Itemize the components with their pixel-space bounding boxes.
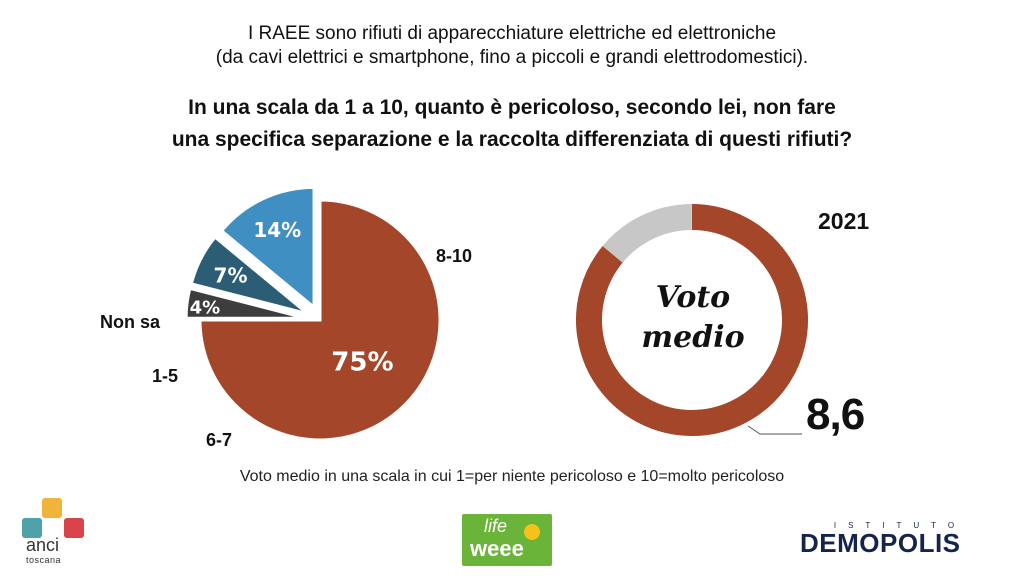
anci-logo — [22, 498, 92, 568]
anci-logo-subtext: toscana — [26, 555, 62, 565]
plug-icon — [524, 524, 540, 540]
pie-category-label: 6-7 — [206, 430, 232, 450]
pie-slice-1-5 — [189, 235, 309, 316]
anci-logo-text: anci — [26, 535, 60, 555]
donut-center-label: Voto medio — [628, 278, 758, 358]
weee-logo-text: weee — [470, 536, 524, 561]
pie-value-label: 4% — [190, 297, 221, 318]
demopolis-logo-top: ISTITUTO — [833, 521, 967, 530]
donut-year: 2021 — [818, 208, 870, 234]
donut-value-label: 8,6 — [806, 390, 865, 439]
pie-slice-non-sa — [184, 286, 307, 320]
pie-slice-6-7 — [219, 185, 316, 311]
pie-value-label: 75% — [331, 347, 393, 377]
pie-category-label: 1-5 — [152, 366, 178, 386]
pie-category-label: Non sa — [100, 312, 161, 332]
donut-center-line-1: Voto — [655, 280, 731, 315]
question-line-2: una specifica separazione e la raccolta … — [171, 128, 853, 151]
donut-filled-arc — [576, 204, 808, 436]
question-line-1: In una scala da 1 a 10, quanto è pericol… — [188, 96, 836, 119]
subtitle: I RAEE sono rifiuti di apparecchiature e… — [0, 22, 1024, 70]
footnote: Voto medio in una scala in cui 1=per nie… — [239, 468, 785, 485]
donut-center-line-2: medio — [641, 320, 745, 355]
donut-leader-line — [747, 425, 802, 435]
life-logo-text: life — [484, 516, 508, 536]
subtitle-line-1: I RAEE sono rifiuti di apparecchiature e… — [247, 23, 777, 44]
question-title: In una scala da 1 a 10, quanto è pericol… — [0, 92, 1024, 156]
pie-value-label: 14% — [253, 218, 301, 242]
life-weee-logo: life weee — [462, 514, 552, 566]
pie-category-label: 8-10 — [436, 246, 472, 266]
pie-value-label: 7% — [214, 263, 248, 287]
subtitle-line-2: (da cavi elettrici e smartphone, fino a … — [215, 47, 809, 68]
pie-slice-8-10 — [198, 198, 442, 442]
donut-remainder-arc — [602, 204, 693, 263]
demopolis-logo: DEMOPOLIS — [800, 528, 961, 558]
